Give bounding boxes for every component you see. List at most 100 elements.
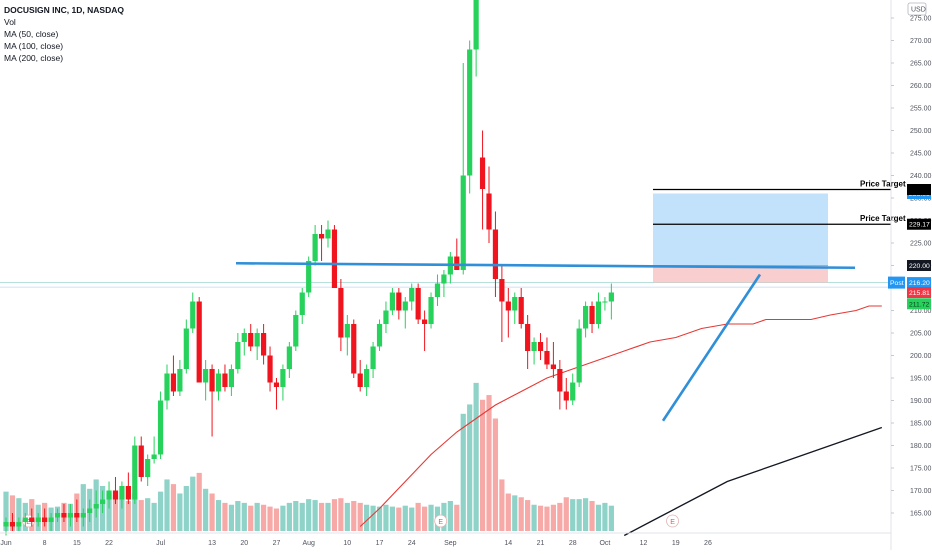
volume-bar <box>228 504 234 531</box>
candle-body <box>132 445 138 500</box>
volume-bar <box>145 498 151 531</box>
candle <box>248 324 254 351</box>
volume-bar <box>157 491 164 531</box>
candle-body <box>364 369 370 387</box>
y-tick-label: 185.00 <box>910 421 932 428</box>
candle <box>280 364 286 401</box>
candle <box>576 319 582 387</box>
candle <box>196 297 202 383</box>
volume-bar <box>338 498 344 531</box>
candle-body <box>383 310 389 324</box>
x-tick-label: Jun <box>0 540 11 547</box>
volume-bar <box>544 506 550 531</box>
candle-body <box>87 508 93 513</box>
candle <box>396 288 402 320</box>
x-tick-label: 20 <box>240 540 248 547</box>
candle-body <box>422 319 428 324</box>
symbol-title[interactable]: DOCUSIGN INC, 1D, NASDAQ <box>4 5 124 15</box>
volume-bar <box>505 493 511 531</box>
candle-body <box>402 301 408 311</box>
candle <box>473 0 479 77</box>
candle <box>499 265 505 342</box>
candle-body <box>273 382 280 387</box>
candle-body <box>344 324 350 338</box>
candle <box>164 364 170 410</box>
badge-target-line-bg <box>907 184 931 195</box>
candle-body <box>499 279 505 302</box>
candle-body <box>190 301 196 329</box>
candle-body <box>331 229 338 288</box>
candle <box>222 364 228 392</box>
candle-body <box>177 369 183 392</box>
candle <box>132 436 138 504</box>
volume-bar <box>383 504 389 531</box>
candle-body <box>589 306 595 324</box>
drawing-layer[interactable]: Price Target Price Target <box>653 180 906 283</box>
legend-ma-100[interactable]: MA (100, close) <box>4 41 64 51</box>
candle-body <box>80 513 86 518</box>
candle-body <box>570 382 576 401</box>
currency-label: USD <box>911 7 926 14</box>
candle-body <box>241 333 247 342</box>
ma-50-line <box>359 305 882 527</box>
earnings-marker-label: E <box>438 519 443 526</box>
candle-body <box>222 373 228 387</box>
candle-body <box>492 229 499 279</box>
legend-vol[interactable]: Vol <box>4 17 16 27</box>
candle <box>190 292 196 333</box>
candle-body <box>306 261 312 293</box>
candle <box>183 319 189 374</box>
candle-body <box>473 0 479 50</box>
candle-body <box>209 369 215 392</box>
post-tag-bg <box>888 276 905 289</box>
candle <box>505 288 511 338</box>
candle <box>273 378 280 410</box>
volume-bar <box>293 501 299 531</box>
legend-ma-50[interactable]: MA (50, close) <box>4 29 59 39</box>
candle-body <box>338 288 344 338</box>
volume-bar <box>608 505 614 531</box>
volume-bar <box>222 502 228 531</box>
candle-body <box>164 373 170 401</box>
volume-bar <box>183 486 189 531</box>
badge-220: 220.00 <box>909 263 930 270</box>
candle <box>267 346 273 392</box>
candle <box>254 328 260 360</box>
x-tick-label: 22 <box>105 540 113 547</box>
price-target-label-1: Price Target <box>860 180 906 189</box>
candle <box>241 328 247 356</box>
candle-body <box>409 288 415 302</box>
candle-body <box>22 517 28 522</box>
candle <box>467 40 473 194</box>
volume-bar <box>306 499 312 531</box>
time-axis: Jun 8 15 22 Jul 13 20 27 Aug 10 17 24 Sep 14 21 28 Oct 12… <box>0 532 891 547</box>
candle <box>299 288 305 324</box>
candle-body <box>544 351 550 365</box>
volume-bar <box>203 488 209 531</box>
candle-body <box>170 373 177 392</box>
earnings-marker-label: E <box>26 519 31 526</box>
candle <box>293 310 299 351</box>
volume-bar <box>190 476 196 531</box>
candle-body <box>595 301 602 324</box>
badge-target-mid: 229.17 <box>909 222 930 229</box>
badge-ma50-bg <box>907 298 931 310</box>
resistance-trendline <box>235 261 856 270</box>
volume-bar <box>570 499 576 531</box>
candle-body <box>151 454 157 459</box>
legend-ma-200[interactable]: MA (200, close) <box>4 53 64 63</box>
candle-body <box>325 229 331 239</box>
badge-target-mid-bg <box>907 218 931 230</box>
candle <box>595 292 602 329</box>
volume-bar <box>396 507 402 531</box>
volume-bar <box>447 501 453 531</box>
volume-bar <box>254 502 260 531</box>
candle-body <box>254 333 260 347</box>
volume-bar <box>402 505 408 531</box>
candle <box>376 319 383 351</box>
candle <box>138 436 144 482</box>
volume-bar <box>389 506 395 531</box>
trendlines[interactable] <box>235 261 856 422</box>
candle <box>228 364 234 396</box>
